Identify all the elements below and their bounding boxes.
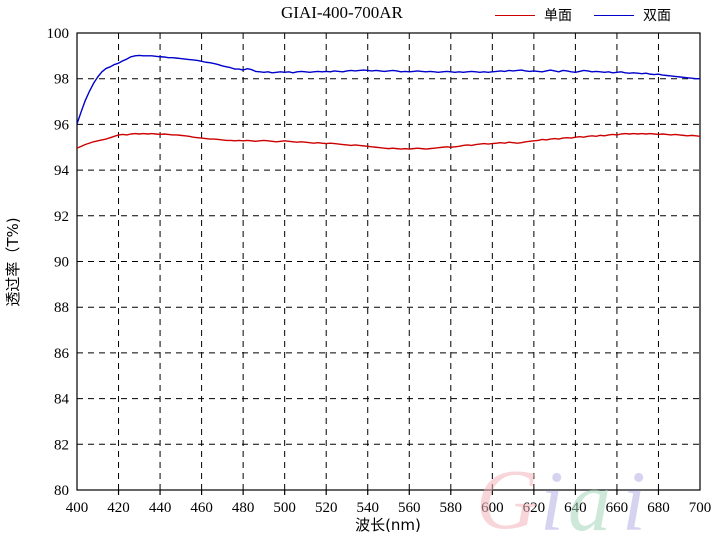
chart-title: GIAI-400-700AR <box>281 3 403 22</box>
y-tick-label: 96 <box>54 117 70 133</box>
legend-line-swatch-red <box>495 14 535 16</box>
x-tick-label: 520 <box>315 500 338 516</box>
x-tick-label: 480 <box>232 500 255 516</box>
chart-legend: 单面 双面 <box>495 5 693 25</box>
y-tick-label: 84 <box>54 392 70 408</box>
x-tick-label: 580 <box>440 500 463 516</box>
tick-labels: 80 82 84 86 88 90 92 94 96 98 100 400 420 440 460 480 50… <box>47 26 712 516</box>
x-axis-title: 波长(nm) <box>355 516 421 534</box>
x-tick-label: 660 <box>606 500 629 516</box>
x-tick-label: 560 <box>398 500 421 516</box>
x-tick-label: 700 <box>689 500 712 516</box>
y-tick-label: 94 <box>54 163 70 179</box>
data-series-group <box>77 54 700 150</box>
x-tick-label: 500 <box>273 500 296 516</box>
y-tick-label: 82 <box>54 437 69 453</box>
y-tick-label: 92 <box>54 209 69 225</box>
legend-label-double-side: 双面 <box>643 8 671 24</box>
x-tick-label: 640 <box>564 500 587 516</box>
x-tick-label: 460 <box>190 500 213 516</box>
legend-entry-single-side: 单面 <box>495 5 572 25</box>
x-tick-label: 680 <box>647 500 670 516</box>
series-line-single-side <box>77 132 700 150</box>
y-tick-label: 88 <box>54 300 69 316</box>
series-line-double-side <box>77 54 700 125</box>
plot-frame <box>76 32 701 491</box>
axis-ticks <box>117 490 660 495</box>
x-tick-label: 620 <box>523 500 546 516</box>
x-tick-label: 400 <box>66 500 89 516</box>
x-tick-label: 600 <box>481 500 504 516</box>
x-tick-label: 420 <box>107 500 130 516</box>
legend-entry-double-side: 双面 <box>594 5 671 25</box>
y-tick-label: 86 <box>54 346 70 362</box>
x-tick-label: 440 <box>149 500 172 516</box>
y-axis-title: 透过率（T%) <box>4 217 22 306</box>
chart-header: GIAI-400-700AR 单面 双面 <box>0 0 718 30</box>
legend-label-single-side: 单面 <box>544 8 572 24</box>
y-tick-label: 80 <box>54 483 69 499</box>
x-tick-label: 540 <box>356 500 379 516</box>
y-tick-label: 90 <box>54 255 69 271</box>
gridlines <box>77 33 700 490</box>
legend-line-swatch-blue <box>594 14 634 16</box>
y-tick-label: 98 <box>54 72 69 88</box>
y-tick-label: 100 <box>47 26 70 42</box>
